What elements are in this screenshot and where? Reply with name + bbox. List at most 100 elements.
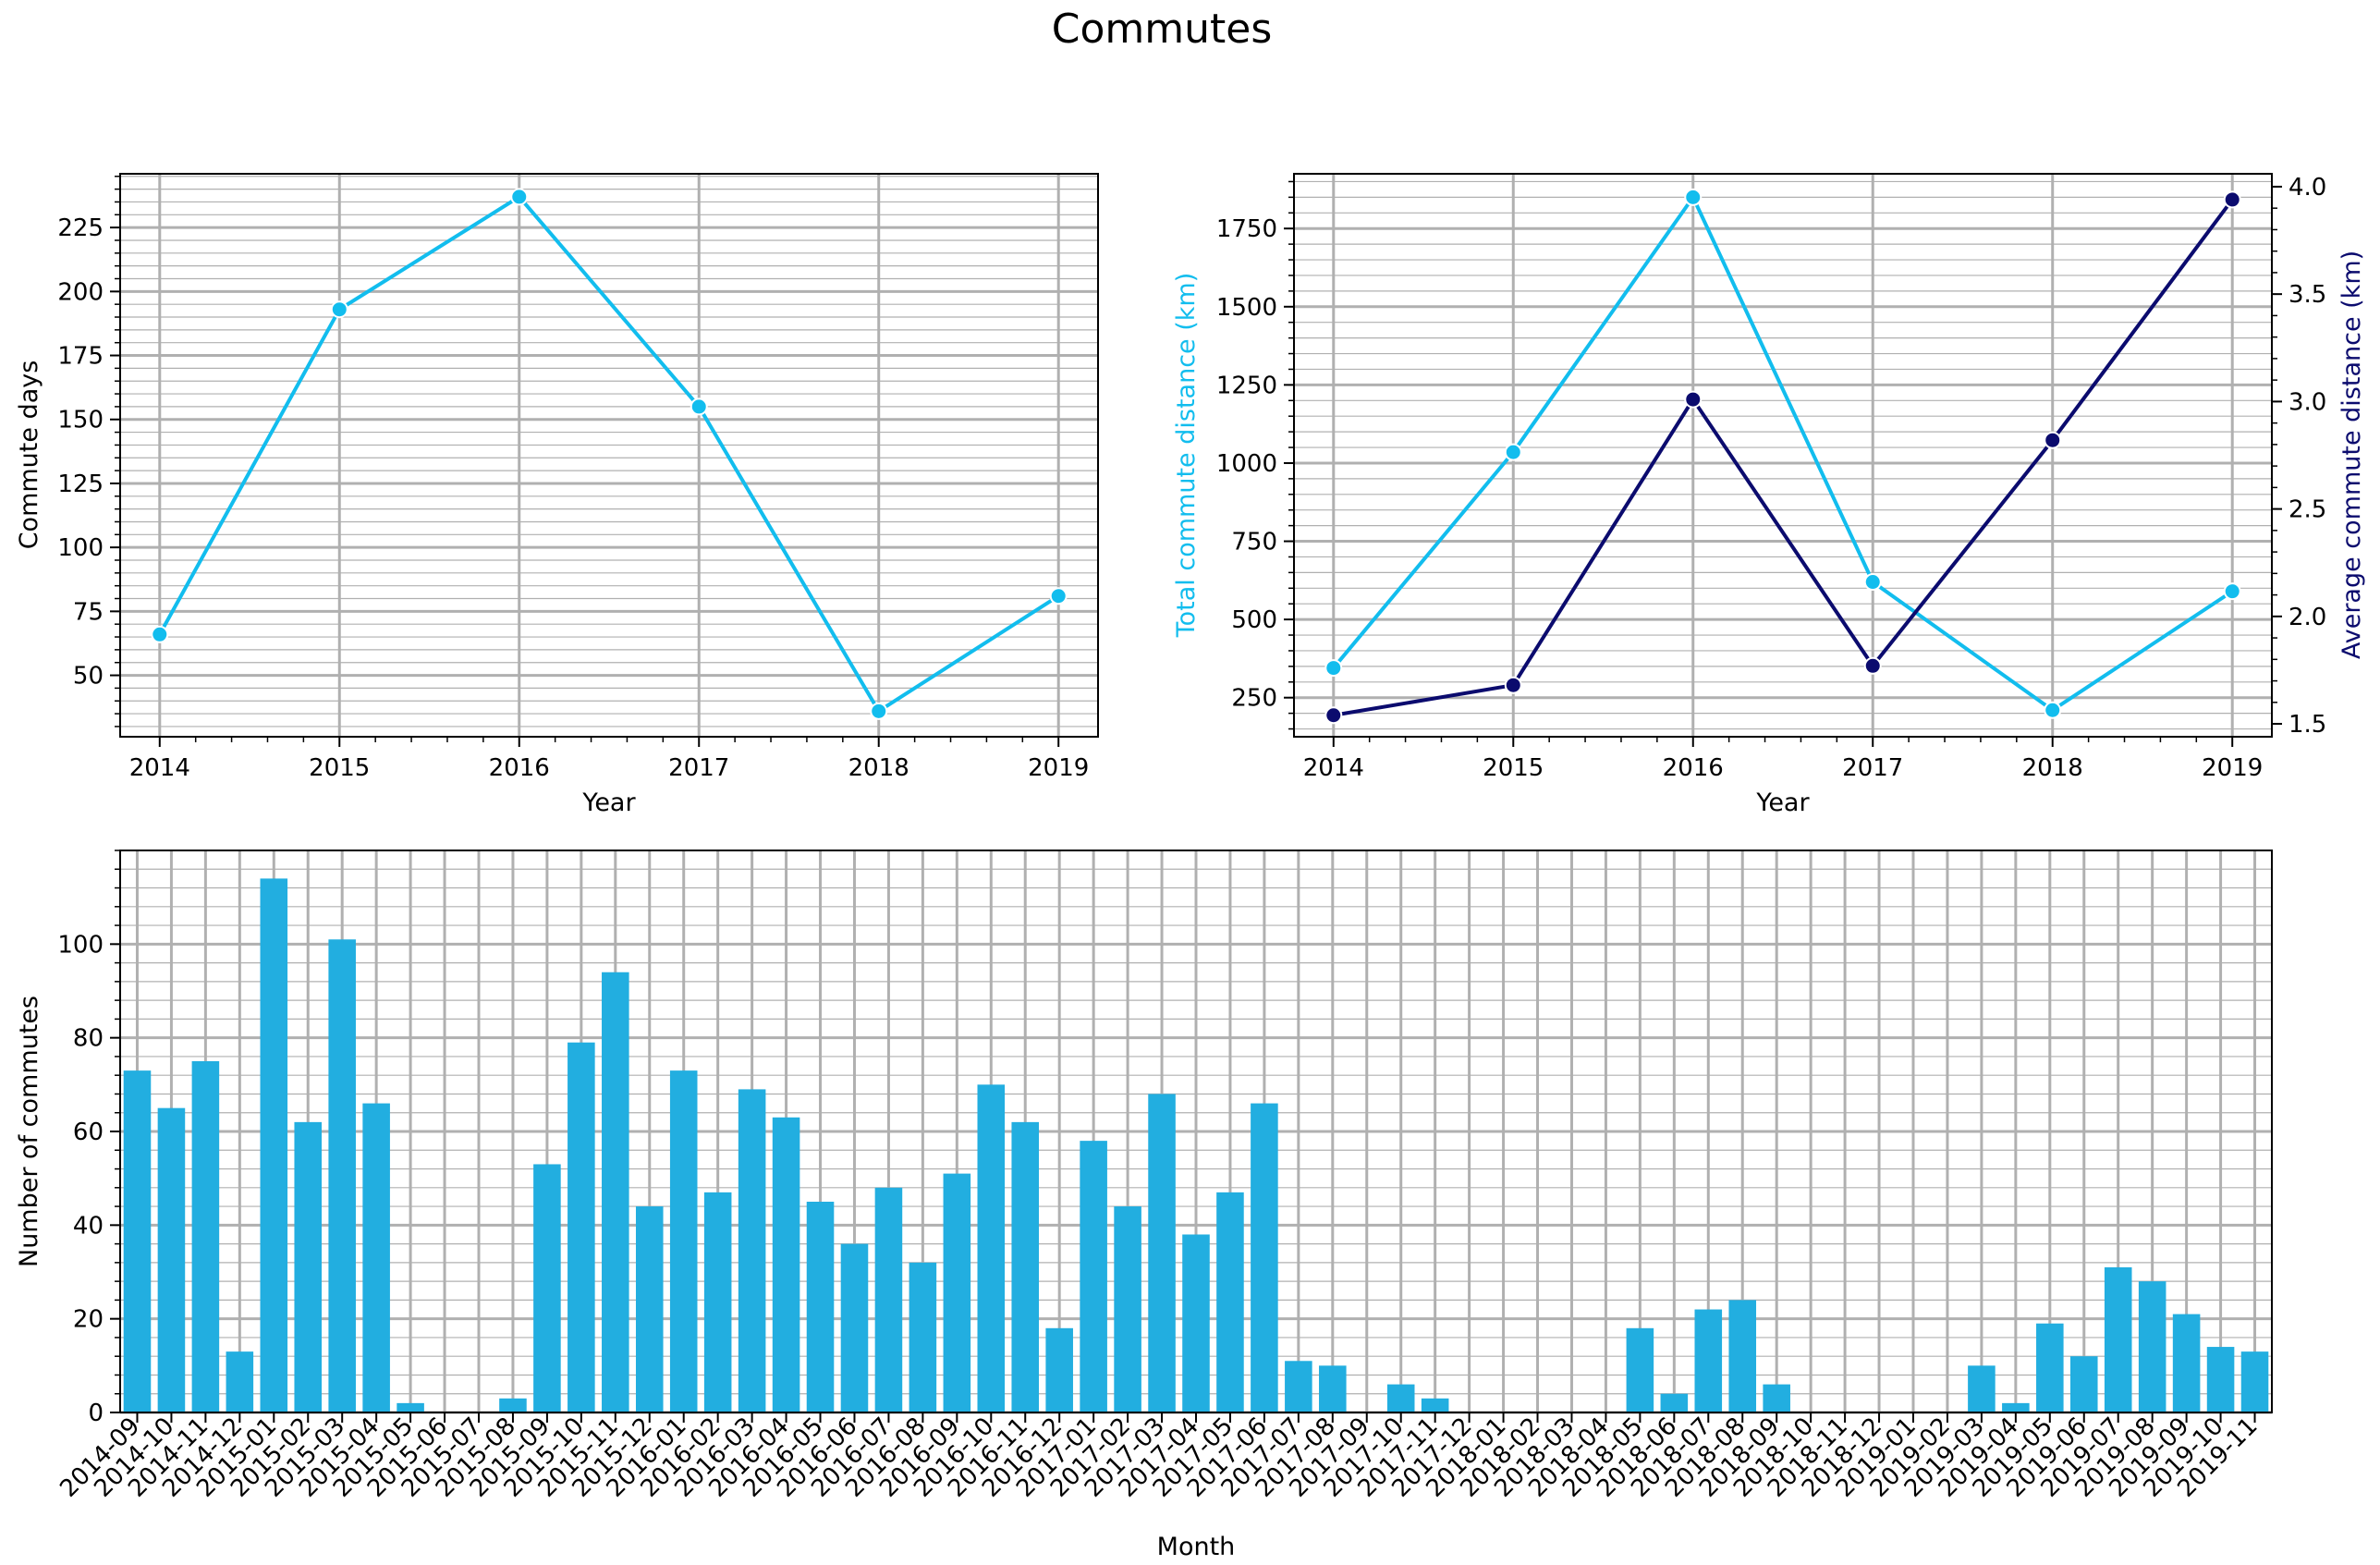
commute-distance-series-1-point: [1324, 659, 1343, 678]
commute-days-series-1-point: [870, 702, 888, 720]
monthly-commutes-bar: [397, 1402, 424, 1412]
commute-days-y-tick-label: 225: [57, 214, 104, 242]
commute-days-y-tick-label: 100: [57, 534, 104, 562]
monthly-commutes-bar: [328, 939, 356, 1412]
monthly-commutes-bars: [123, 878, 2269, 1412]
commute-distance-right-tick-label: 3.5: [2288, 281, 2326, 309]
commute-days-x-tick-label: 2015: [309, 754, 370, 782]
commute-distance-y-tick-label: 750: [1231, 529, 1277, 556]
commute-distance-right-tick-label: 2.0: [2288, 604, 2326, 631]
commute-days-y-axis-label: Commute days: [15, 361, 43, 550]
average-distance-y-axis-label: Average commute distance (km): [2337, 251, 2366, 659]
commute-days-series-1-point: [1049, 587, 1068, 605]
monthly-commutes-bar: [362, 1103, 390, 1412]
monthly-commutes-bar: [1148, 1094, 1176, 1412]
commute-distance-series-1-point: [1504, 443, 1522, 461]
commute-distance-x-tick-label: 2017: [1842, 754, 1903, 782]
monthly-commutes-bar: [635, 1206, 664, 1412]
commute-days-series-1-line: [158, 194, 1060, 714]
commute-distance-right-tick-label: 2.5: [2288, 496, 2326, 524]
monthly-commutes-bar: [1319, 1365, 1347, 1412]
monthly-commutes-bar: [1114, 1206, 1141, 1412]
monthly-commutes-bar: [1285, 1361, 1312, 1412]
monthly-commutes-bar: [909, 1262, 937, 1412]
commute-distance-right-tick-label: 3.0: [2288, 388, 2326, 416]
commute-distance-y-tick-label: 1750: [1216, 215, 1277, 243]
commute-distance-plot-frame: [1293, 173, 2273, 738]
monthly-commutes-bar: [1763, 1384, 1790, 1412]
monthly-commutes-bar: [738, 1089, 766, 1412]
monthly-commutes-bar: [1694, 1309, 1723, 1412]
monthly-commutes-y-tick-label: 100: [57, 931, 104, 959]
monthly-commutes-bar: [772, 1117, 800, 1412]
monthly-commutes-bar: [1728, 1300, 1757, 1412]
commute-days-x-tick-label: 2018: [848, 754, 909, 782]
monthly-commutes-bar: [1660, 1393, 1689, 1412]
monthly-commutes-bar: [1968, 1365, 1996, 1412]
commute-days-x-tick-label: 2014: [129, 754, 190, 782]
monthly-commutes-bar: [1216, 1192, 1244, 1412]
monthly-commutes-bar: [499, 1398, 527, 1412]
monthly-commutes-bar: [226, 1351, 254, 1412]
monthly-commutes-bar: [2104, 1266, 2132, 1412]
monthly-commutes-y-tick-label: 60: [73, 1119, 104, 1146]
commute-distance-ticks: 2014 2015 2016 2017 2018 2019 250 500 750 1000 125…: [1216, 174, 2327, 782]
commute-distance-marks: [1324, 188, 2241, 725]
commute-distance-series-2-point: [1504, 676, 1522, 694]
commute-distance-series-1-point: [1863, 573, 1882, 592]
monthly-commutes-bar: [943, 1173, 971, 1412]
monthly-commutes-bar: [123, 1070, 152, 1412]
monthly-commutes-ticks: 0204060801002014-092014-102014-112014-12…: [55, 850, 2263, 1503]
monthly-commutes-bar: [874, 1187, 903, 1412]
commute-days-x-tick-label: 2016: [489, 754, 550, 782]
commute-days-x-tick-label: 2019: [1028, 754, 1089, 782]
monthly-commutes-bar: [703, 1192, 732, 1412]
commute-days-y-tick-label: 200: [57, 278, 104, 306]
commute-distance-y-tick-label: 1250: [1216, 372, 1277, 399]
monthly-commutes-bar: [294, 1121, 323, 1412]
commute-days-x-axis-label: Year: [581, 789, 636, 817]
commute-distance-series-2-line: [1333, 198, 2234, 717]
monthly-commutes-x-axis-label: Month: [1157, 1533, 1236, 1561]
monthly-commutes-bar: [2206, 1347, 2235, 1412]
commute-days-x-tick-label: 2017: [668, 754, 729, 782]
commute-distance-series-1-point: [1684, 188, 1703, 206]
monthly-commutes-bar: [1011, 1121, 1040, 1412]
monthly-commutes-bar: [1386, 1384, 1415, 1412]
monthly-commutes-bar: [2172, 1314, 2201, 1412]
commute-distance-x-tick-label: 2018: [2022, 754, 2083, 782]
commute-distance-series-2-point: [1324, 706, 1343, 725]
monthly-commutes-bar: [977, 1084, 1006, 1412]
monthly-commutes-bar: [806, 1202, 835, 1412]
monthly-commutes-bar: [2069, 1356, 2098, 1412]
monthly-commutes-bar: [669, 1070, 698, 1412]
commute-distance-y-tick-label: 1000: [1216, 450, 1277, 478]
commute-distance-series-1-point: [2044, 701, 2062, 719]
monthly-commutes-bar: [568, 1042, 595, 1412]
monthly-commutes-bar: [1626, 1327, 1654, 1412]
commute-days-grid: [120, 174, 1098, 737]
commute-days-y-tick-label: 125: [57, 471, 104, 498]
monthly-commutes-y-tick-label: 40: [73, 1212, 104, 1240]
commute-distance-series-1-line: [1332, 195, 2234, 713]
monthly-commutes-chart: 0204060801002014-092014-102014-112014-12…: [15, 850, 2273, 1561]
commute-distance-x-tick-label: 2016: [1663, 754, 1724, 782]
monthly-commutes-bar: [2002, 1402, 2030, 1412]
monthly-commutes-bar: [2138, 1281, 2166, 1412]
monthly-commutes-bar: [1045, 1327, 1073, 1412]
commute-days-plot-frame: [119, 173, 1099, 738]
commute-distance-x-tick-label: 2015: [1483, 754, 1544, 782]
monthly-commutes-bar: [840, 1243, 869, 1412]
monthly-commutes-bar: [602, 972, 629, 1412]
commute-distance-series-2-point: [1863, 656, 1882, 675]
commute-days-y-tick-label: 175: [57, 343, 104, 371]
total-distance-y-axis-label: Total commute distance (km): [1172, 273, 1201, 639]
monthly-commutes-y-tick-label: 20: [73, 1306, 104, 1334]
monthly-commutes-bar: [1080, 1141, 1107, 1412]
monthly-commutes-bar: [533, 1164, 561, 1412]
commute-days-y-tick-label: 150: [57, 407, 104, 434]
commute-distance-y-tick-label: 1500: [1216, 294, 1277, 322]
commute-days-chart: 2014 2015 2016 2017 2018 2019 50 75 100 125 150 175…: [15, 173, 1099, 817]
commute-distance-x-axis-label: Year: [1755, 789, 1810, 817]
